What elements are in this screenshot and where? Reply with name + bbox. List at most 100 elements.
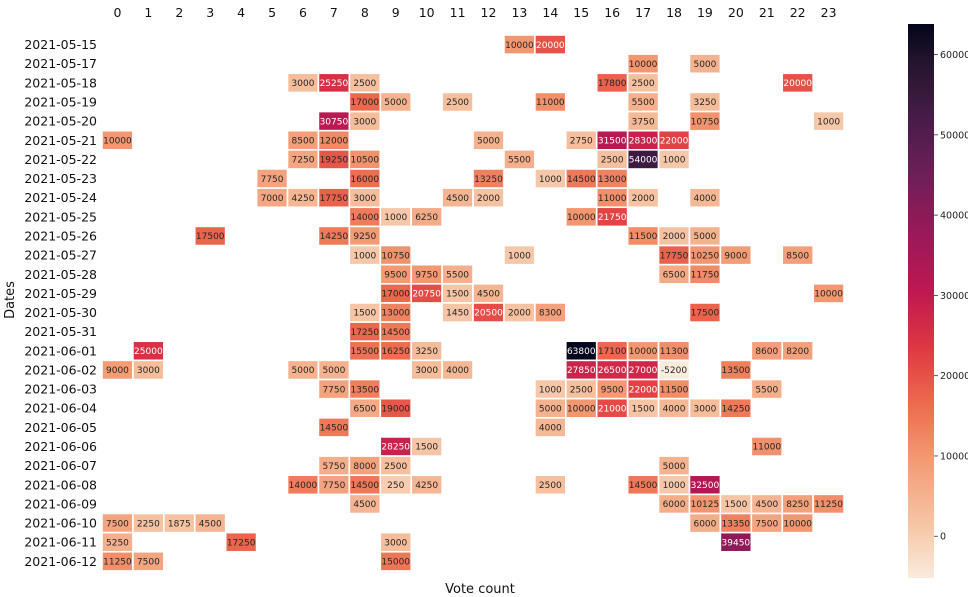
cell-value-label: 13000 xyxy=(381,309,410,319)
x-tick-label: 6 xyxy=(299,5,307,20)
cell-value-label: 21000 xyxy=(598,404,627,414)
x-tick-label: 12 xyxy=(481,5,497,20)
cell-value-label: 26500 xyxy=(598,366,627,376)
cell-value-label: 31500 xyxy=(598,136,627,146)
cell-value-label: 2500 xyxy=(384,462,407,472)
cell-value-label: 11500 xyxy=(660,385,689,395)
cell-value-label: 5000 xyxy=(292,366,315,376)
cell-value-label: 27000 xyxy=(629,366,658,376)
cell-value-label: 2250 xyxy=(137,519,160,529)
x-tick-label: 20 xyxy=(728,5,744,20)
x-tick-label: 14 xyxy=(542,5,558,20)
cell-value-label: 5000 xyxy=(693,232,716,242)
y-tick-label: 2021-05-26 xyxy=(24,228,97,243)
cell-value-label: 2000 xyxy=(477,194,500,204)
cell-value-label: 4500 xyxy=(199,519,222,529)
cell-value-label: 16000 xyxy=(350,175,379,185)
y-tick-label: 2021-06-08 xyxy=(24,477,97,492)
y-tick-label: 2021-05-23 xyxy=(24,171,97,186)
y-tick-label: 2021-06-04 xyxy=(24,401,97,416)
cell-value-label: 7750 xyxy=(261,175,284,185)
cell-value-label: 5000 xyxy=(322,366,345,376)
x-tick-label: 4 xyxy=(237,5,245,20)
y-tick-label: 2021-05-31 xyxy=(24,324,97,339)
cell-value-label: 6250 xyxy=(415,213,438,223)
x-axis-title: Vote count xyxy=(445,582,515,597)
cell-value-label: 3750 xyxy=(632,117,655,127)
cell-value-label: 2500 xyxy=(632,79,655,89)
x-tick-label: 1 xyxy=(144,5,152,20)
y-tick-label: 2021-06-02 xyxy=(24,362,97,377)
heatmap-cell xyxy=(132,550,165,572)
heatmap-cell xyxy=(224,531,258,553)
cell-value-label: 4000 xyxy=(693,194,716,204)
cell-value-label: 13350 xyxy=(722,519,751,529)
cell-value-label: 4500 xyxy=(755,500,778,510)
heatmap-cell xyxy=(472,129,505,151)
cell-value-label: 7500 xyxy=(137,558,160,568)
cell-value-label: 2000 xyxy=(663,232,686,242)
heatmap-cell xyxy=(595,206,629,228)
heatmap-cell xyxy=(688,53,722,75)
cell-value-label: 4250 xyxy=(292,194,315,204)
cell-value-label: 20000 xyxy=(783,79,812,89)
heatmap-cell xyxy=(441,91,474,113)
heatmap-cell xyxy=(688,110,722,132)
cell-value-label: 20750 xyxy=(412,290,441,300)
cell-value-label: 5000 xyxy=(539,404,562,414)
cell-value-label: 3000 xyxy=(415,366,438,376)
heatmap-cell xyxy=(688,302,722,323)
cell-value-label: 3000 xyxy=(353,194,376,204)
cell-value-label: 6000 xyxy=(693,519,716,529)
cell-value-label: 1500 xyxy=(415,443,438,453)
cell-value-label: 32500 xyxy=(691,481,720,491)
cell-value-label: 1500 xyxy=(446,290,469,300)
x-tick-label: 13 xyxy=(511,5,527,20)
cell-value-label: 10000 xyxy=(567,404,596,414)
cell-value-label: 5000 xyxy=(663,462,686,472)
heatmap-cell xyxy=(626,187,660,209)
cell-value-label: 9000 xyxy=(724,251,747,261)
y-tick-label: 2021-05-27 xyxy=(24,248,97,263)
heatmap-cell xyxy=(781,244,814,266)
y-tick-label: 2021-05-30 xyxy=(24,305,97,320)
cell-value-label: 4250 xyxy=(415,481,438,491)
cell-value-label: 7250 xyxy=(292,156,315,166)
y-tick-label: 2021-05-25 xyxy=(24,209,97,224)
y-tick-label: 2021-06-01 xyxy=(24,343,97,358)
cell-value-label: 10000 xyxy=(629,347,658,357)
cell-value-label: 1450 xyxy=(446,309,469,319)
cell-value-label: 13500 xyxy=(350,385,379,395)
cell-value-label: 2500 xyxy=(570,385,593,395)
cell-value-label: 39450 xyxy=(722,538,751,548)
heatmap-cell xyxy=(410,436,443,457)
heatmap-cell xyxy=(193,225,227,247)
cell-value-label: 13250 xyxy=(474,175,503,185)
cell-value-label: 16250 xyxy=(381,347,410,357)
cell-value-label: 5000 xyxy=(693,60,716,70)
x-tick-label: 7 xyxy=(330,5,338,20)
cell-value-label: 5500 xyxy=(755,385,778,395)
cell-value-label: 15500 xyxy=(350,347,379,357)
y-tick-label: 2021-06-09 xyxy=(24,496,97,511)
heatmap-cell xyxy=(812,493,845,515)
cell-value-label: 17000 xyxy=(381,290,410,300)
cell-value-label: 7750 xyxy=(322,385,345,395)
cell-value-label: 13500 xyxy=(722,366,751,376)
cell-value-label: 28300 xyxy=(629,136,658,146)
cell-value-label: 14500 xyxy=(629,481,658,491)
cell-value-label: 2000 xyxy=(632,194,655,204)
y-axis-title: Dates xyxy=(3,281,18,319)
cell-value-label: 11250 xyxy=(103,558,132,568)
cell-value-label: 14500 xyxy=(350,481,379,491)
x-tick-label: 8 xyxy=(361,5,369,20)
heatmap-cell xyxy=(503,244,536,266)
y-tick-label: 2021-05-29 xyxy=(24,286,97,301)
cell-value-label: 12000 xyxy=(320,136,349,146)
cell-value-label: 2500 xyxy=(446,98,469,108)
heatmap-cell xyxy=(812,283,845,304)
x-tick-label: 10 xyxy=(419,5,435,20)
cell-value-label: 11500 xyxy=(629,232,658,242)
heatmap-cell xyxy=(379,91,412,113)
cell-value-label: 10250 xyxy=(691,251,720,261)
